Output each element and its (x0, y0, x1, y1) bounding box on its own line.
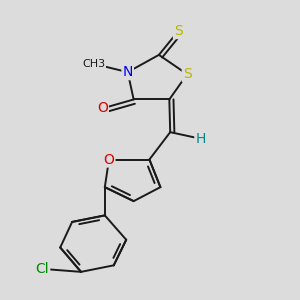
Text: H: H (195, 132, 206, 146)
Text: S: S (174, 24, 183, 38)
Text: O: O (103, 152, 114, 167)
Text: O: O (97, 101, 108, 116)
Text: S: S (183, 67, 191, 81)
Text: CH3: CH3 (82, 59, 105, 69)
Text: Cl: Cl (36, 262, 49, 276)
Text: N: N (122, 65, 133, 79)
